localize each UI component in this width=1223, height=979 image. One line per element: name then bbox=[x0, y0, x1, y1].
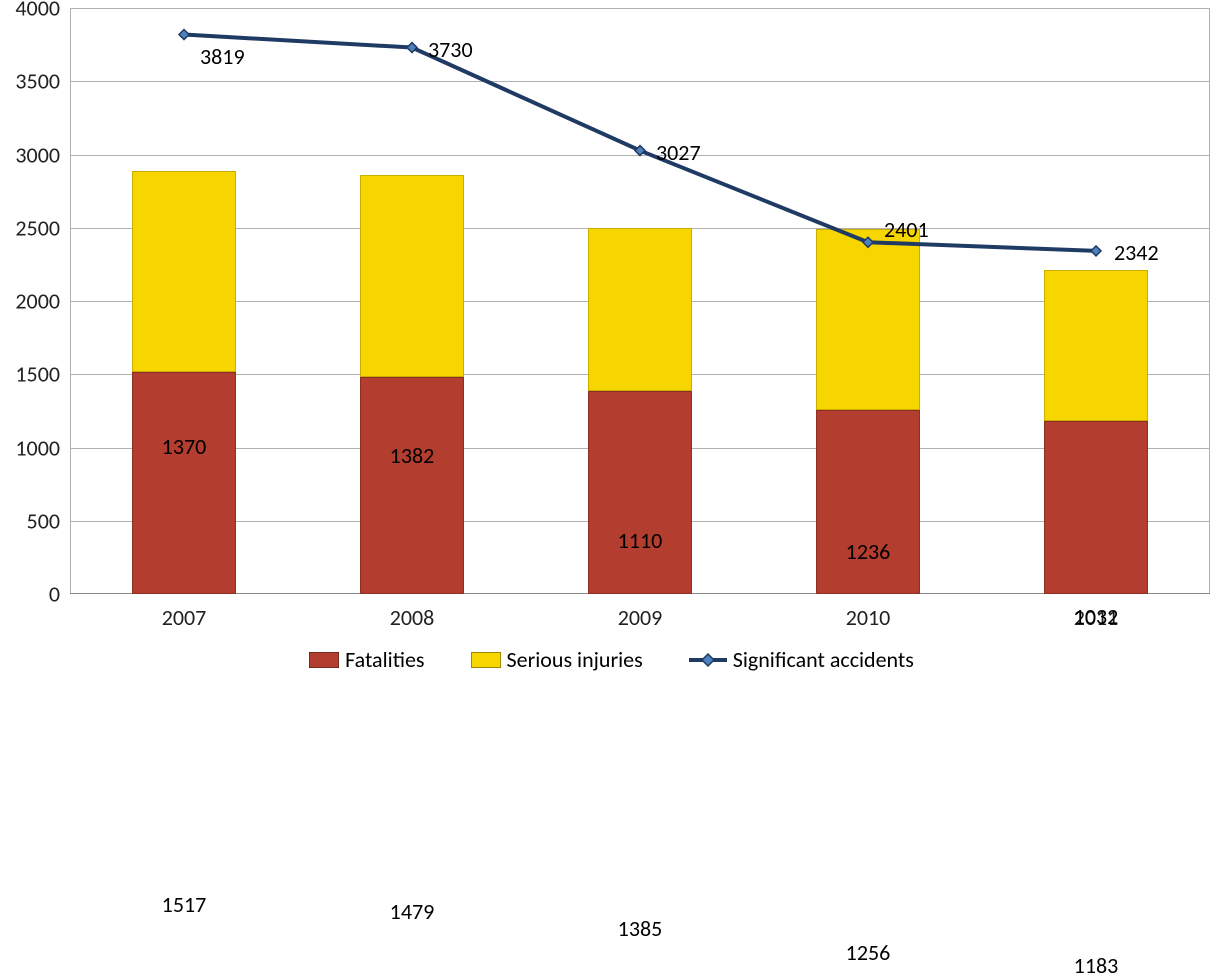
bar-value-label: 1183 bbox=[1074, 952, 1119, 979]
legend-line-swatch bbox=[689, 651, 727, 669]
bar-fatalities: 1183 bbox=[1044, 421, 1149, 594]
legend-label: Significant accidents bbox=[733, 646, 914, 673]
bar-serious-injuries: 1236 bbox=[816, 229, 921, 410]
legend-item: Significant accidents bbox=[689, 646, 914, 673]
x-tick-label: 2007 bbox=[162, 604, 207, 631]
gridline bbox=[70, 81, 1210, 82]
bar-value-label: 1385 bbox=[618, 915, 663, 942]
gridline bbox=[70, 155, 1210, 156]
y-tick-label: 500 bbox=[27, 507, 60, 534]
accidents-chart: 0 500 1000 1500 2000 2500 3000 3500 4000 2007 1517… bbox=[0, 0, 1223, 681]
legend-item: Serious injuries bbox=[471, 646, 643, 673]
bar-serious-injuries: 1032 bbox=[1044, 270, 1149, 421]
line-value-label: 3819 bbox=[200, 43, 245, 70]
line-marker bbox=[407, 43, 417, 53]
legend-label: Serious injuries bbox=[507, 646, 643, 673]
bar-serious-injuries: 1382 bbox=[360, 175, 465, 377]
line-value-label: 2401 bbox=[884, 216, 929, 243]
bar-fatalities: 1385 bbox=[588, 391, 693, 594]
bar-value-label: 1032 bbox=[1074, 603, 1119, 630]
y-tick-label: 4000 bbox=[15, 0, 60, 22]
x-tick-label: 2009 bbox=[618, 604, 663, 631]
bar-value-label: 1110 bbox=[618, 527, 663, 554]
bar-serious-injuries: 1370 bbox=[132, 171, 237, 372]
bar-value-label: 1370 bbox=[162, 433, 207, 460]
legend-label: Fatalities bbox=[345, 646, 424, 673]
line-value-label: 3730 bbox=[428, 36, 473, 63]
bar-value-label: 1236 bbox=[846, 538, 891, 565]
bar-serious-injuries: 1110 bbox=[588, 228, 693, 391]
line-path bbox=[184, 35, 1096, 251]
line-value-label: 3027 bbox=[656, 139, 701, 166]
bar-fatalities: 1479 bbox=[360, 377, 465, 594]
y-tick-label: 1000 bbox=[15, 434, 60, 461]
bar-value-label: 1517 bbox=[162, 891, 207, 918]
y-tick-label: 2500 bbox=[15, 214, 60, 241]
y-tick-label: 2000 bbox=[15, 288, 60, 315]
line-value-label: 2342 bbox=[1114, 239, 1159, 266]
x-tick-label: 2010 bbox=[846, 604, 891, 631]
legend-swatch bbox=[309, 652, 339, 668]
y-tick-label: 3500 bbox=[15, 68, 60, 95]
y-tick-label: 0 bbox=[49, 581, 60, 608]
bar-fatalities: 1517 bbox=[132, 372, 237, 594]
gridline bbox=[70, 8, 1210, 9]
bar-fatalities: 1256 bbox=[816, 410, 921, 594]
line-marker bbox=[179, 30, 189, 40]
legend-item: Fatalities bbox=[309, 646, 424, 673]
x-tick-label: 2008 bbox=[390, 604, 435, 631]
legend: Fatalities Serious injuries Significant ac… bbox=[0, 646, 1223, 673]
bar-value-label: 1382 bbox=[390, 442, 435, 469]
bar-value-label: 1479 bbox=[390, 898, 435, 925]
plot-area: 0500100015002000250030003500400020071517… bbox=[70, 8, 1210, 594]
bar-value-label: 1256 bbox=[846, 939, 891, 966]
y-tick-label: 3000 bbox=[15, 141, 60, 168]
line-marker bbox=[1091, 246, 1101, 256]
legend-swatch bbox=[471, 652, 501, 668]
y-tick-label: 1500 bbox=[15, 361, 60, 388]
